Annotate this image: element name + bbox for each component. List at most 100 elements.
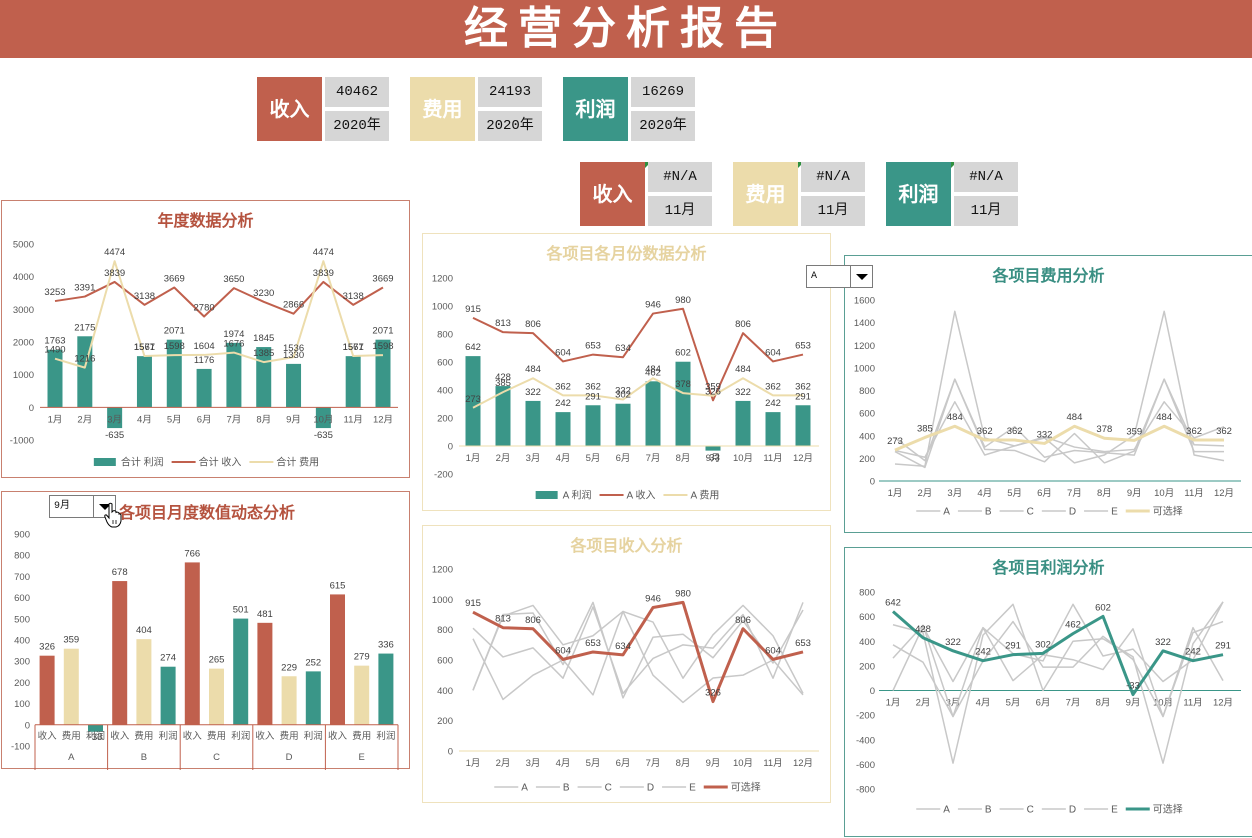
data-label: 378 (1096, 424, 1112, 435)
legend-label: 可选择 (731, 781, 761, 794)
kpi-value[interactable]: #N/A (801, 162, 865, 192)
project-monthly-data-chart[interactable]: -200 0 200 400 600 800 1000 1200 1月 2月 3月 4月 5月 6月 7月 8… (422, 233, 831, 511)
chevron-down-icon (99, 504, 111, 510)
kpi-value[interactable]: 24193 (478, 77, 542, 107)
y-axis-tick-label: 600 (14, 593, 30, 604)
x-axis-tick-label: 2月 (916, 698, 931, 709)
data-label: 1490 (44, 345, 65, 356)
x-axis-tick-label: 8月 (1096, 698, 1111, 709)
kpi-period[interactable]: 11月 (801, 196, 865, 226)
bar (286, 363, 302, 408)
data-label: 2780 (194, 303, 215, 314)
data-label: 806 (525, 319, 541, 330)
legend-item: D (1041, 805, 1076, 816)
data-label: 980 (675, 588, 691, 599)
y-axis-tick-label: 600 (859, 612, 875, 623)
x-axis-subcategory-label: 利润 (304, 730, 323, 742)
y-axis-tick-label: 300 (14, 657, 30, 668)
data-label: 915 (465, 598, 481, 609)
x-axis-tick-label: 5月 (1006, 698, 1021, 709)
kpi-value[interactable]: #N/A (648, 162, 712, 192)
data-label: 813 (495, 318, 511, 329)
dropdown-toggle-button[interactable] (93, 496, 115, 517)
x-axis-tick-label: 11月 (763, 758, 782, 769)
data-label: -635 (314, 430, 333, 441)
data-label: 915 (465, 304, 481, 315)
kpi-value[interactable]: 40462 (325, 77, 389, 107)
x-axis-tick-label: 3月 (526, 453, 541, 464)
project-monthly-dynamic-chart[interactable]: -100 0 100 200 300 400 500 600 700 800 900 326 收入 359… (1, 491, 410, 770)
data-label: 946 (645, 300, 661, 311)
month-select-dropdown[interactable]: 9月 (49, 495, 116, 518)
legend-label: B (563, 783, 570, 794)
kpi-period[interactable]: 11月 (648, 196, 712, 226)
data-label: 302 (615, 390, 631, 401)
y-axis-tick-label: 0 (448, 747, 453, 758)
kpi-value[interactable]: #N/A (954, 162, 1018, 192)
data-label: 653 (585, 341, 601, 352)
kpi-period[interactable]: 2020年 (325, 111, 389, 141)
x-axis-tick-label: 12月 (1213, 698, 1233, 709)
legend-item: A 收入 (599, 489, 656, 502)
y-axis-tick-label: 400 (859, 431, 875, 442)
legend-label: A 收入 (627, 489, 656, 502)
x-axis-tick-label: 9月 (706, 453, 721, 464)
bar (166, 339, 182, 408)
data-label: 242 (555, 398, 571, 409)
x-axis-tick-label: 11月 (1184, 488, 1203, 499)
data-label: 1974 (223, 329, 244, 340)
data-label: 362 (795, 381, 811, 392)
x-axis-subcategory-label: 收入 (110, 730, 130, 742)
chart-legend: A B C D E 可选择 (916, 803, 1183, 816)
x-axis-tick-label: 10月 (733, 453, 753, 464)
data-label: 332 (1037, 429, 1053, 440)
project-profit-chart[interactable]: -800 -600 -400 -200 0 200 400 600 800 1月 2月 3月 4月 5月 6… (844, 547, 1252, 837)
x-axis-tick-label: 12月 (373, 414, 393, 425)
data-label: 1385 (253, 348, 274, 359)
data-label: 602 (675, 348, 691, 359)
x-axis-tick-label: 10月 (1154, 488, 1174, 499)
y-axis-tick-label: 800 (437, 625, 453, 636)
project-expense-chart[interactable]: 0 200 400 600 800 1000 1200 1400 1600 1月 2月 3月 4月 5月 6… (844, 255, 1252, 533)
data-label: 653 (585, 638, 601, 649)
data-label: 326 (705, 386, 721, 397)
x-axis-tick-label: 2月 (496, 453, 511, 464)
line-series (472, 602, 804, 695)
x-axis-tick-label: 6月 (616, 758, 631, 769)
data-label: 1536 (283, 343, 304, 354)
x-axis-subcategory-label: 收入 (328, 730, 348, 742)
kpi-period[interactable]: 2020年 (478, 111, 542, 141)
y-axis-tick-label: 1200 (432, 565, 453, 576)
legend-label: 合计 利润 (121, 456, 164, 469)
bar (305, 671, 321, 725)
data-label: 1604 (194, 341, 215, 352)
x-axis-tick-label: 3月 (946, 698, 961, 709)
kpi-label: 收入 (580, 162, 645, 226)
x-axis-tick-label: 1月 (48, 414, 63, 425)
data-label: -33 (706, 453, 720, 464)
project-revenue-chart[interactable]: 0 200 400 600 800 1000 1200 1月 2月 3月 4月 5月 6月 7月 8月 9月 1… (422, 525, 831, 803)
data-label: 291 (1005, 641, 1021, 652)
kpi-period[interactable]: 11月 (954, 196, 1018, 226)
annual-analysis-chart[interactable]: -1000 0 1000 2000 3000 4000 5000 1月 2月 3月 4月 5月 6月 7月… (1, 200, 410, 478)
y-axis-tick-label: -200 (434, 470, 453, 481)
project-select-dropdown[interactable]: A (806, 265, 873, 288)
dropdown-toggle-button[interactable] (850, 266, 872, 287)
data-label: 462 (1065, 620, 1081, 631)
legend-item: C (999, 507, 1034, 518)
x-axis-tick-label: 8月 (676, 758, 691, 769)
y-axis-tick-label: 200 (437, 716, 453, 727)
x-axis-tick-label: 11月 (343, 414, 362, 425)
data-label: 229 (281, 662, 297, 673)
y-axis-tick-label: 900 (14, 530, 30, 541)
data-label: 1676 (223, 339, 244, 350)
kpi-period[interactable]: 2020年 (631, 111, 695, 141)
x-axis-subcategory-label: 收入 (38, 730, 58, 742)
kpi-value[interactable]: 16269 (631, 77, 695, 107)
y-axis-tick-label: -1000 (10, 436, 34, 447)
x-axis-tick-label: 12月 (793, 453, 813, 464)
data-label: 946 (645, 594, 661, 605)
x-axis-tick-label: 6月 (1036, 698, 1051, 709)
legend-item: C (577, 783, 612, 794)
data-label: 242 (1185, 647, 1201, 658)
